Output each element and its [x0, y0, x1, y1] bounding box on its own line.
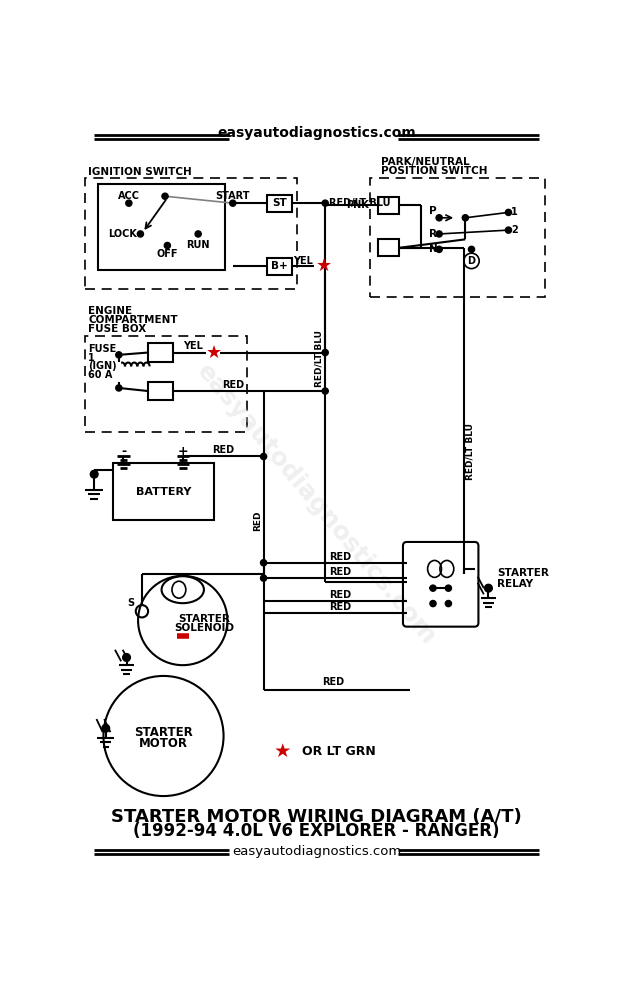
Text: PNK: PNK: [346, 200, 369, 210]
Circle shape: [261, 453, 267, 460]
Text: POSITION SWITCH: POSITION SWITCH: [381, 166, 488, 176]
Text: ST: ST: [273, 198, 287, 208]
Text: D: D: [467, 256, 475, 266]
Bar: [378, 239, 399, 256]
Text: STARTER: STARTER: [134, 726, 193, 739]
Circle shape: [446, 600, 452, 607]
Circle shape: [506, 227, 512, 233]
Text: ★: ★: [205, 344, 222, 362]
Circle shape: [162, 193, 168, 199]
Text: YEL: YEL: [293, 256, 313, 266]
Bar: [114, 463, 214, 520]
Circle shape: [123, 654, 130, 661]
Text: 2: 2: [511, 225, 518, 235]
Circle shape: [430, 600, 436, 607]
Text: ★: ★: [316, 257, 332, 275]
Text: RED: RED: [253, 510, 262, 531]
Text: IGNITION SWITCH: IGNITION SWITCH: [88, 167, 192, 177]
Text: RUN: RUN: [187, 240, 210, 250]
Circle shape: [468, 246, 475, 252]
Bar: [85, 336, 247, 432]
Circle shape: [230, 200, 236, 206]
Text: RED: RED: [222, 380, 244, 390]
Text: (1992-94 4.0L V6 EXPLORER - RANGER): (1992-94 4.0L V6 EXPLORER - RANGER): [133, 822, 500, 840]
Bar: [85, 178, 297, 289]
Bar: [370, 178, 546, 297]
Circle shape: [462, 215, 468, 221]
Bar: [378, 197, 399, 214]
Circle shape: [102, 724, 109, 732]
Text: RED: RED: [329, 567, 352, 577]
Bar: [148, 343, 173, 362]
Text: RED: RED: [329, 552, 352, 562]
Text: OR LT GRN: OR LT GRN: [302, 745, 376, 758]
Text: R: R: [429, 229, 437, 239]
Text: RED: RED: [329, 602, 352, 612]
Text: SOLENOID: SOLENOID: [174, 623, 234, 633]
Text: RELAY: RELAY: [497, 579, 533, 589]
Text: N: N: [429, 244, 438, 254]
Text: COMPARTMENT: COMPARTMENT: [88, 315, 177, 325]
Text: easyautodiagnostics.com: easyautodiagnostics.com: [232, 845, 401, 858]
Text: S: S: [127, 598, 134, 608]
Text: RED: RED: [329, 590, 352, 600]
Circle shape: [116, 352, 122, 358]
Text: RED: RED: [212, 445, 234, 455]
Text: (IGN): (IGN): [88, 361, 117, 371]
Text: LOCK: LOCK: [108, 229, 137, 239]
Text: FUSE: FUSE: [88, 344, 116, 354]
Circle shape: [485, 584, 493, 592]
Text: RED/LT BLU: RED/LT BLU: [315, 330, 324, 387]
Text: PARK/NEUTRAL: PARK/NEUTRAL: [381, 157, 470, 167]
Bar: [148, 382, 173, 400]
Bar: [98, 184, 225, 270]
Text: STARTER: STARTER: [179, 614, 231, 624]
Circle shape: [116, 385, 122, 391]
Circle shape: [126, 200, 132, 206]
Text: YEL: YEL: [183, 341, 203, 351]
Circle shape: [506, 209, 512, 215]
Circle shape: [436, 215, 442, 221]
Text: RED: RED: [322, 677, 344, 687]
Text: ENGINE: ENGINE: [88, 306, 132, 316]
Circle shape: [430, 585, 436, 591]
Circle shape: [137, 231, 143, 237]
Text: STARTER MOTOR WIRING DIAGRAM (A/T): STARTER MOTOR WIRING DIAGRAM (A/T): [111, 808, 522, 826]
Text: 1: 1: [511, 207, 518, 217]
Text: START: START: [216, 191, 250, 201]
Circle shape: [195, 231, 201, 237]
Circle shape: [90, 470, 98, 478]
Circle shape: [322, 388, 328, 394]
Text: FUSE BOX: FUSE BOX: [88, 324, 146, 334]
Circle shape: [436, 246, 442, 252]
Text: RED/LT BLU: RED/LT BLU: [465, 423, 475, 480]
Text: +: +: [177, 445, 188, 458]
Text: -: -: [121, 445, 126, 458]
Circle shape: [322, 349, 328, 356]
Text: 60 A: 60 A: [88, 370, 112, 380]
Text: OFF: OFF: [156, 249, 178, 259]
Text: B+: B+: [271, 261, 288, 271]
Circle shape: [322, 200, 328, 206]
Text: MOTOR: MOTOR: [139, 737, 188, 750]
Text: easyautodiagnostics.com: easyautodiagnostics.com: [192, 360, 441, 650]
Text: ★: ★: [274, 742, 292, 761]
Bar: [268, 195, 292, 212]
Circle shape: [436, 231, 442, 237]
Bar: [268, 258, 292, 275]
Circle shape: [261, 560, 267, 566]
Text: RED/LT BLU: RED/LT BLU: [329, 198, 391, 208]
Text: STARTER: STARTER: [497, 568, 549, 578]
Circle shape: [164, 242, 171, 249]
Text: P: P: [429, 206, 437, 216]
Circle shape: [446, 585, 452, 591]
Text: easyautodiagnostics.com: easyautodiagnostics.com: [218, 126, 416, 140]
Text: BATTERY: BATTERY: [136, 487, 191, 497]
Text: 1: 1: [88, 353, 95, 363]
Circle shape: [261, 575, 267, 581]
Text: ACC: ACC: [118, 191, 140, 201]
